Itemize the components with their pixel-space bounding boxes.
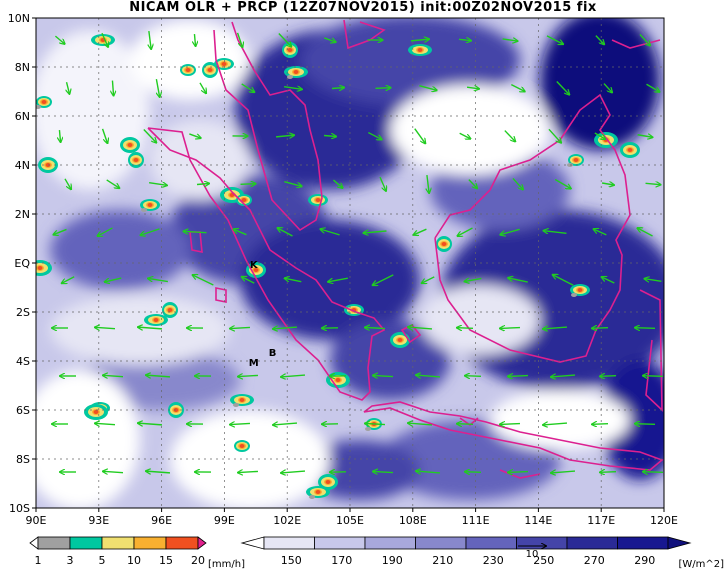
olr-legend-label: 210 (432, 554, 453, 567)
precip-legend-label: 15 (159, 554, 173, 567)
olr-legend-label: 270 (584, 554, 605, 567)
lon-tick-label: 120E (650, 514, 678, 527)
lat-tick-label: 8N (15, 61, 30, 74)
lat-tick-label: 4S (16, 355, 30, 368)
wind-arrow (635, 328, 655, 329)
precip-legend-label: 1 (35, 554, 42, 567)
wind-arrow (376, 88, 391, 89)
lat-tick-label: 6S (16, 404, 30, 417)
wind-arrow (197, 184, 209, 185)
precip-cell (390, 332, 410, 348)
wind-arrow (241, 184, 256, 185)
wind-arrow (500, 424, 520, 425)
wind-arrow (643, 376, 663, 377)
lon-tick-label: 90E (26, 514, 47, 527)
precip-legend-label: 10 (127, 554, 141, 567)
wind-arrow (465, 472, 481, 473)
olr-legend-label: 230 (483, 554, 504, 567)
precip-cell (180, 64, 196, 76)
precip-cell (326, 372, 350, 388)
lon-tick-label: 102E (273, 514, 301, 527)
wind-arrow (600, 376, 616, 377)
olr-legend-label: 190 (382, 554, 403, 567)
precip-legend-swatch (70, 537, 102, 549)
lon-tick-label: 117E (587, 514, 615, 527)
wind-arrow (332, 88, 344, 89)
olr-legend-swatch (618, 537, 669, 549)
wind-arrow (457, 328, 473, 329)
wind-arrow (465, 376, 481, 377)
lat-tick-label: 10N (8, 12, 30, 25)
lat-tick-label: 8S (16, 453, 30, 466)
precip-legend-label: 20 (191, 554, 205, 567)
station-label: B (269, 348, 277, 359)
wind-arrow (508, 376, 528, 377)
lon-tick-label: 114E (524, 514, 552, 527)
precip-cell (436, 236, 452, 252)
precip-cell (144, 314, 168, 326)
lon-tick-label: 108E (399, 514, 427, 527)
wind-arrow (592, 328, 608, 329)
olr-legend-label: 170 (331, 554, 352, 567)
lat-tick-label: 4N (15, 159, 30, 172)
precip-legend-swatch (134, 537, 166, 549)
precip-cell (128, 152, 144, 168)
precip-legend-swatch (38, 537, 70, 549)
wind-arrow (635, 424, 655, 425)
precip-legend: 1 3 5 10 15 20[mm/h] (30, 537, 245, 570)
wind-arrow (500, 328, 520, 329)
lon-tick-label: 96E (151, 514, 172, 527)
olr-legend-label: 150 (281, 554, 302, 567)
olr-legend-unit: [W/m^2] (678, 559, 724, 570)
lon-tick-label: 93E (88, 514, 109, 527)
lat-tick-label: 6N (15, 110, 30, 123)
lon-tick-label: 99E (214, 514, 235, 527)
reference-vector-label: 10 (526, 549, 539, 560)
wind-arrow (508, 472, 528, 473)
precip-legend-swatch (166, 537, 198, 549)
precip-cell (162, 302, 178, 318)
lat-tick-label: 2N (15, 208, 30, 221)
precip-cell (234, 440, 250, 452)
precip-cell (120, 137, 140, 153)
precip-cell (308, 194, 328, 206)
precip-cell (84, 404, 108, 420)
precip-legend-swatch (102, 537, 134, 549)
wind-arrow (600, 472, 616, 473)
lat-tick-label: 2S (16, 306, 30, 319)
olr-legend-swatch (466, 537, 517, 549)
precip-legend-unit: [mm/h] (208, 559, 245, 570)
wind-arrow (592, 424, 608, 425)
precip-cell (620, 142, 640, 158)
longitude-axis: 90E 93E 96E 99E 102E 105E 108E 111E 114E 117E 120E (26, 508, 678, 527)
lon-tick-label: 105E (336, 514, 364, 527)
precip-cell (408, 44, 432, 56)
olr-legend-swatch (315, 537, 366, 549)
precip-legend-label: 3 (67, 554, 74, 567)
olr-legend-swatch (567, 537, 618, 549)
olr-legend-swatch (517, 537, 568, 549)
olr-legend-swatch (365, 537, 416, 549)
wind-arrow (643, 472, 663, 473)
station-label: M (249, 358, 259, 369)
olr-legend-label: 290 (634, 554, 655, 567)
lat-tick-label: EQ (14, 257, 30, 270)
precip-cell (28, 260, 52, 276)
olr-legend-swatch (264, 537, 315, 549)
olr-legend-swatch (416, 537, 467, 549)
lon-tick-label: 111E (462, 514, 490, 527)
wind-arrow (324, 136, 336, 137)
wind-arrow (457, 424, 473, 425)
precip-legend-label: 5 (99, 554, 106, 567)
station-label: K (250, 260, 259, 271)
